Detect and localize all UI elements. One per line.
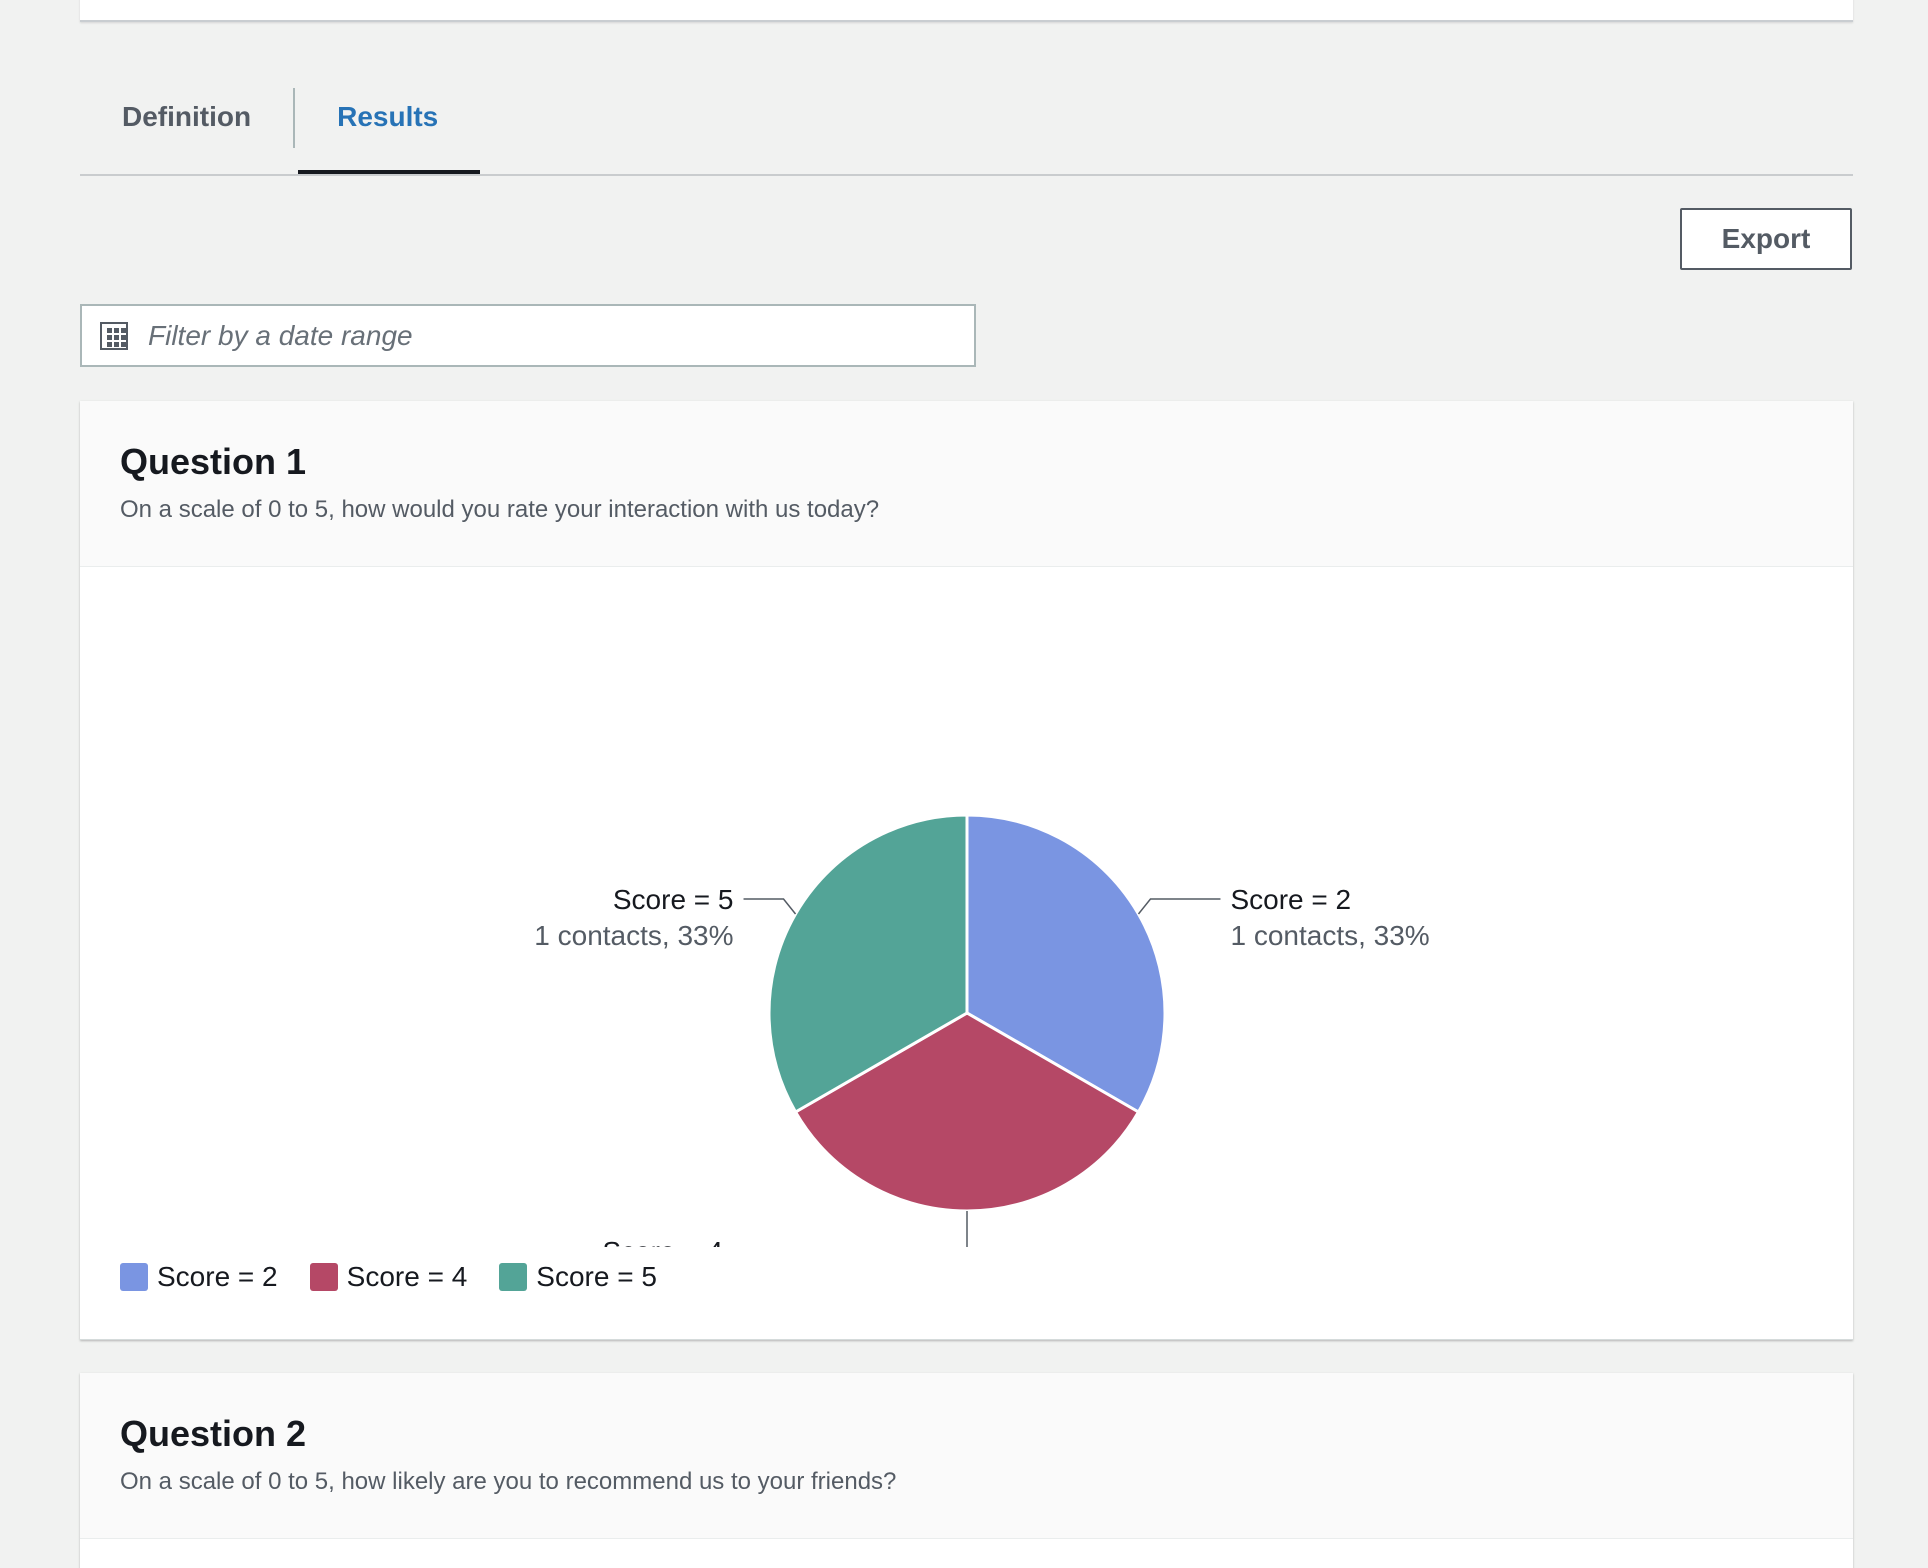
tab-definition[interactable]: Definition xyxy=(122,101,252,132)
slice-value-label: 1 contacts, 33% xyxy=(1230,920,1429,951)
legend-swatch xyxy=(120,1263,148,1291)
tab-divider xyxy=(293,88,296,148)
question-card-1: Question 1 On a scale of 0 to 5, how wou… xyxy=(80,401,1853,1340)
top-card xyxy=(80,0,1853,22)
legend-item[interactable]: Score = 2 xyxy=(120,1261,278,1293)
leader-line xyxy=(743,898,797,915)
legend-item[interactable]: Score = 5 xyxy=(499,1261,657,1293)
export-button[interactable]: Export xyxy=(1680,208,1852,270)
leader-line xyxy=(966,1211,968,1247)
slice-value-label: 1 contacts, 33% xyxy=(534,920,733,951)
calendar-icon xyxy=(100,321,128,350)
pie-slice[interactable] xyxy=(793,1011,1141,1213)
date-range-filter[interactable] xyxy=(80,304,976,367)
legend-item[interactable]: Score = 4 xyxy=(309,1261,468,1293)
date-range-input[interactable] xyxy=(146,318,930,353)
question-title: Question 2 xyxy=(120,1413,307,1454)
chart-legend: Score = 2 Score = 4 Score = 5 xyxy=(120,1261,657,1293)
pie-slice[interactable] xyxy=(965,813,1167,1115)
question-description: On a scale of 0 to 5, how likely are you… xyxy=(120,1468,897,1495)
question-title: Question 1 xyxy=(120,441,307,482)
tab-results[interactable]: Results xyxy=(295,82,481,174)
legend-label: Score = 4 xyxy=(346,1261,468,1292)
legend-swatch xyxy=(499,1263,528,1291)
tab-bar: Definition Results xyxy=(80,82,1853,176)
question-card-2: Question 2 On a scale of 0 to 5, how lik… xyxy=(80,1373,1853,1568)
legend-label: Score = 2 xyxy=(157,1261,278,1292)
question-description: On a scale of 0 to 5, how would you rate… xyxy=(120,496,880,523)
slice-label: Score = 4 xyxy=(602,1236,723,1247)
slice-label: Score = 5 xyxy=(613,884,734,915)
slice-label: Score = 2 xyxy=(1230,884,1351,915)
pie-chart: Score = 2 1 contacts, 33% Score = 4 1 conta… xyxy=(534,813,1430,1247)
question-header: Question 1 On a scale of 0 to 5, how wou… xyxy=(80,401,1853,567)
question-header: Question 2 On a scale of 0 to 5, how lik… xyxy=(80,1373,1853,1539)
legend-swatch xyxy=(309,1263,338,1291)
legend-label: Score = 5 xyxy=(536,1261,657,1292)
leader-line xyxy=(1137,898,1221,915)
